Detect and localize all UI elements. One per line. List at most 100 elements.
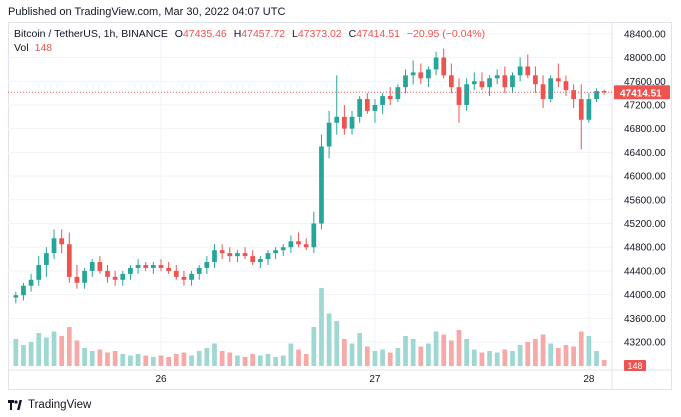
volume-layer (13, 288, 607, 366)
y-tick-label: 48000.00 (624, 53, 666, 64)
volume-bar (280, 355, 286, 366)
volume-bar (319, 288, 324, 366)
volume-bar (242, 357, 248, 366)
candle-body (97, 262, 103, 271)
volume-bar (120, 354, 126, 366)
legend-volume: Vol 148 (14, 42, 52, 54)
candle-body (380, 96, 385, 105)
volume-bar (578, 331, 584, 366)
candle-body (510, 75, 515, 88)
volume-bar (403, 336, 408, 366)
candle-body (502, 75, 508, 88)
candle-body (326, 122, 332, 147)
candle-body (13, 295, 19, 298)
axis-layer: 48400.00 48000.00 47600.00 47200.00 46800.00… (8, 22, 672, 390)
candle-body (189, 273, 194, 280)
volume-bar (143, 355, 149, 366)
symbol-name: Bitcoin / TetherUS, 1h, BINANCE (14, 28, 168, 40)
candle-body (227, 253, 233, 257)
volume-bar (189, 355, 194, 366)
volume-bar (28, 342, 34, 366)
candle-body (303, 244, 309, 248)
volume-bar (36, 333, 42, 366)
volume-label: Vol (14, 42, 29, 54)
candle-body (21, 285, 26, 296)
volume-bar (380, 349, 385, 366)
open-value: 47435.46 (182, 28, 227, 40)
close-label: C (348, 28, 357, 40)
candle-body (36, 264, 42, 280)
volume-bar (235, 355, 240, 366)
volume-bar (13, 339, 19, 366)
volume-bar (494, 352, 500, 366)
volume-bar (105, 352, 110, 366)
volume-bar (158, 355, 164, 366)
grid-layer (8, 22, 612, 370)
close-value: 47414.51 (356, 28, 400, 40)
candle-body (456, 87, 462, 105)
volume-badge (624, 360, 646, 371)
candle-body (242, 253, 248, 257)
candle-body (257, 259, 263, 263)
volume-bar (166, 357, 172, 366)
volume-bar (342, 339, 347, 366)
candle-body (594, 91, 599, 100)
candle-body (311, 223, 317, 248)
tradingview-logo-icon (8, 400, 22, 410)
volume-bar (227, 352, 233, 366)
candle-body (586, 99, 592, 120)
volume-bar (212, 343, 217, 366)
x-tick-label: 27 (369, 374, 381, 385)
candle-body (89, 262, 95, 271)
volume-bar (395, 348, 401, 366)
volume-bar (150, 357, 156, 366)
volume-bar (601, 360, 607, 366)
candle-body (418, 72, 424, 79)
last-price-label: 47414.51 (620, 88, 662, 99)
volume-bar (548, 343, 554, 366)
y-tick-label: 46800.00 (624, 124, 666, 135)
volume-bar (173, 354, 179, 366)
volume-bar (334, 321, 340, 366)
candle-body (479, 81, 485, 88)
candle-body (166, 267, 172, 271)
candle-body (44, 253, 49, 265)
volume-bar (97, 349, 103, 366)
candle-body (120, 273, 126, 280)
candle-body (158, 264, 164, 268)
volume-bar (204, 348, 210, 366)
candle-body (173, 270, 179, 277)
volume-bar (181, 352, 187, 366)
candle-body (349, 116, 355, 129)
volume-bar (51, 331, 57, 366)
candle-body (212, 250, 217, 263)
volume-bar (44, 337, 49, 366)
y-tick-label: 48400.00 (624, 29, 666, 40)
change-value: −20.95 (−0.04%) (406, 28, 486, 40)
volume-bar (586, 336, 592, 366)
candle-body (143, 264, 149, 268)
candle-body (364, 99, 370, 111)
candle-body (387, 96, 393, 100)
volume-bar (426, 343, 431, 366)
y-tick-label: 47200.00 (624, 100, 666, 111)
legend-ohlc: Bitcoin / TetherUS, 1h, BINANCE O47435.4… (14, 28, 485, 40)
volume-bar (555, 348, 561, 366)
y-tick-label: 43200.00 (624, 338, 666, 349)
volume-bar (410, 339, 416, 366)
volume-bar (471, 349, 477, 366)
candle-body (288, 241, 294, 248)
candle-body (487, 78, 492, 88)
volume-bar (364, 346, 370, 366)
candle-body (280, 247, 286, 251)
y-tick-label: 47600.00 (624, 77, 666, 88)
volume-bar (517, 345, 523, 366)
volume-bar (487, 351, 492, 366)
candle-body (196, 267, 202, 274)
candle-body (448, 75, 454, 88)
volume-bar (257, 355, 263, 366)
candle-body (51, 238, 57, 254)
volume-bar (540, 334, 546, 366)
volume-bar (326, 313, 332, 366)
